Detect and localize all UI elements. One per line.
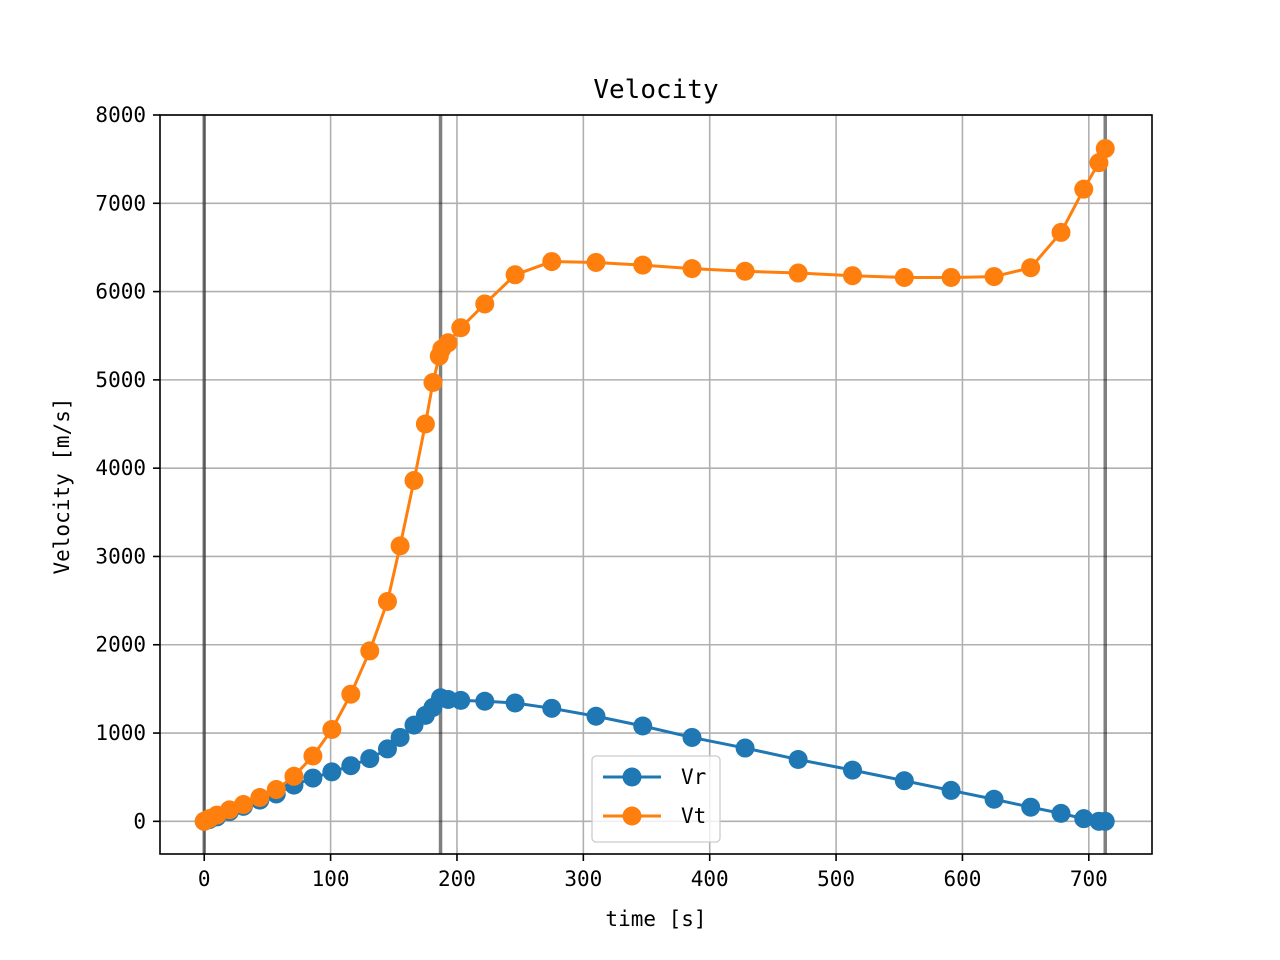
- data-point-vr: [360, 749, 380, 769]
- x-axis-label: time [s]: [605, 907, 706, 931]
- data-point-vr: [984, 789, 1004, 809]
- legend-label-vr: Vr: [681, 765, 706, 789]
- event-lines: [202, 115, 1107, 854]
- y-tick-label: 7000: [95, 191, 146, 215]
- y-tick-label: 2000: [95, 633, 146, 657]
- data-point-vt: [788, 263, 808, 283]
- data-point-vr: [1095, 811, 1115, 831]
- data-point-vt: [984, 267, 1004, 287]
- legend: Vr Vt: [591, 755, 721, 843]
- data-point-vt: [682, 259, 702, 279]
- x-tick-label: 100: [312, 867, 350, 891]
- data-point-vt: [894, 267, 914, 287]
- y-axis-label: Velocity [m/s]: [50, 397, 74, 574]
- y-tick-label: 3000: [95, 544, 146, 568]
- data-point-vr: [377, 739, 397, 759]
- data-point-vt: [423, 373, 443, 393]
- data-point-vt: [1021, 258, 1041, 278]
- data-point-vr: [586, 706, 606, 726]
- y-tick-label: 5000: [95, 368, 146, 392]
- grid: [160, 114, 1152, 854]
- y-tick-label: 6000: [95, 280, 146, 304]
- legend-marker-vt: [622, 806, 642, 826]
- data-point-vt: [390, 536, 410, 556]
- plot-frame: [159, 114, 1153, 855]
- data-point-vt: [233, 795, 253, 815]
- series-vt: [194, 139, 1115, 831]
- data-point-vr: [788, 750, 808, 770]
- ticks: 0 100 200 300 400 500 600 700010002000300040005…: [95, 103, 1107, 891]
- data-point-vt: [451, 318, 471, 338]
- data-point-vt: [586, 252, 606, 272]
- data-point-vr: [1051, 803, 1071, 823]
- y-tick-label: 4000: [95, 456, 146, 480]
- data-point-vt: [250, 787, 270, 807]
- data-point-vr: [894, 771, 914, 791]
- data-point-vt: [341, 684, 361, 704]
- y-tick-label: 0: [133, 809, 146, 833]
- data-point-vt: [415, 414, 435, 434]
- data-point-vt: [377, 591, 397, 611]
- data-point-vr: [322, 762, 342, 782]
- data-point-vr: [505, 693, 525, 713]
- data-point-vt: [438, 333, 458, 353]
- data-point-vt: [941, 267, 961, 287]
- data-point-vr: [941, 780, 961, 800]
- data-point-vr: [390, 727, 410, 747]
- data-point-vt: [542, 252, 562, 272]
- data-point-vr: [542, 698, 562, 718]
- chart-title: Velocity: [593, 75, 718, 105]
- data-point-vt: [404, 471, 424, 491]
- data-point-vr: [1021, 797, 1041, 817]
- data-point-vt: [322, 720, 342, 740]
- x-tick-label: 700: [1070, 867, 1108, 891]
- x-tick-label: 200: [438, 867, 476, 891]
- data-point-vt: [475, 294, 495, 314]
- data-point-vr: [1074, 809, 1094, 829]
- series-layer: [194, 139, 1115, 831]
- data-point-vt: [1089, 153, 1109, 173]
- data-point-vt: [1095, 139, 1115, 159]
- data-point-vt: [633, 255, 653, 275]
- data-point-vr: [475, 691, 495, 711]
- data-point-vr: [451, 690, 471, 710]
- x-tick-label: 600: [943, 867, 981, 891]
- data-point-vt: [284, 766, 304, 786]
- data-point-vt: [360, 641, 380, 661]
- data-point-vr: [633, 716, 653, 736]
- y-tick-label: 8000: [95, 103, 146, 127]
- x-tick-label: 400: [691, 867, 729, 891]
- data-point-vr: [843, 760, 863, 780]
- legend-label-vt: Vt: [681, 804, 706, 828]
- x-tick-label: 300: [564, 867, 602, 891]
- data-point-vt: [843, 266, 863, 286]
- y-tick-label: 1000: [95, 721, 146, 745]
- data-point-vt: [303, 746, 323, 766]
- x-tick-label: 500: [817, 867, 855, 891]
- legend-marker-vr: [622, 767, 642, 787]
- data-point-vt: [1051, 222, 1071, 242]
- data-point-vr: [682, 727, 702, 747]
- data-point-vr: [303, 768, 323, 788]
- data-point-vt: [735, 261, 755, 281]
- data-point-vr: [735, 738, 755, 758]
- x-tick-label: 0: [198, 867, 211, 891]
- data-point-vr: [341, 756, 361, 776]
- data-point-vt: [266, 780, 286, 800]
- data-point-vt: [1074, 179, 1094, 199]
- data-point-vt: [505, 265, 525, 285]
